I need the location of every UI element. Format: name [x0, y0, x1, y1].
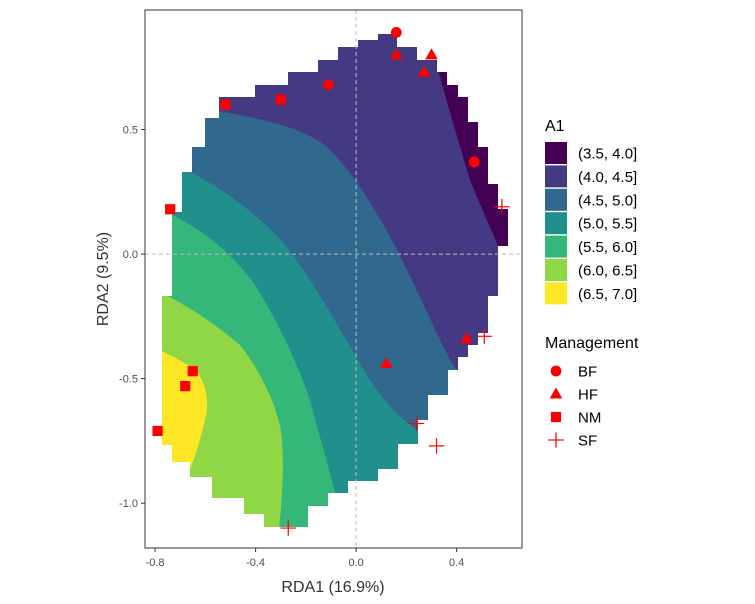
- point-sf-17: [428, 438, 445, 454]
- fill-legend-title: A1: [545, 118, 565, 135]
- panel-border: [144, 9, 523, 549]
- point-bf-0: [390, 27, 402, 38]
- point-sf-18: [280, 520, 297, 536]
- fill-legend-swatch: [545, 142, 567, 164]
- point-nm-13: [152, 425, 163, 437]
- point-nm-9: [275, 94, 286, 105]
- y-tick-label: -1.0: [119, 498, 138, 510]
- point-nm-12: [180, 381, 191, 392]
- shape-legend-label: NM: [578, 410, 601, 427]
- point-sf-14: [494, 198, 510, 215]
- x-tick-label: 0.4: [449, 557, 464, 569]
- y-tick-label: 0.0: [123, 249, 138, 261]
- fill-legend-label: (6.5, 7.0]: [578, 286, 637, 303]
- shape-legend-items: BF HF NM SF: [548, 364, 601, 450]
- x-tick-label: 0.0: [348, 557, 363, 569]
- point-hf-4: [425, 48, 438, 60]
- fill-legend-swatch: [545, 235, 567, 258]
- point-sf-15: [476, 328, 493, 345]
- fill-legend-items: (3.5, 4.0] (4.0, 4.5] (4.5, 5.0] (5.0, 5.5]…: [545, 142, 637, 305]
- fill-legend-label: (4.5, 5.0]: [578, 192, 637, 209]
- fill-legend-swatch: [545, 282, 567, 305]
- fill-legend-swatch: [545, 188, 567, 211]
- fill-legend-label: (5.0, 5.5]: [578, 216, 637, 233]
- shape-legend-label: SF: [578, 433, 597, 450]
- point-hf-5: [417, 65, 431, 77]
- x-axis: -0.8 -0.4 0.0 0.4: [146, 548, 464, 569]
- point-hf-6: [460, 332, 474, 344]
- fill-legend-swatch: [545, 212, 567, 235]
- shape-legend: Management BF HF NM SF: [545, 335, 639, 450]
- shape-legend-key-bf: [550, 365, 562, 377]
- y-axis: -1.0 -0.5 0.0 0.5: [119, 125, 145, 510]
- fill-legend-label: (6.0, 6.5]: [578, 263, 637, 280]
- shape-legend-title: Management: [545, 335, 639, 352]
- fill-legend-label: (4.0, 4.5]: [578, 169, 637, 186]
- x-tick-label: -0.4: [246, 557, 265, 569]
- shape-legend-key-nm: [550, 411, 562, 423]
- fill-legend: A1 (3.5, 4.0] (4.0, 4.5] (4.5, 5.0] (5.0, 5…: [545, 118, 637, 305]
- point-nm-10: [165, 204, 176, 215]
- shape-legend-label: HF: [578, 387, 598, 404]
- fill-legend-swatch: [545, 259, 567, 281]
- point-bf-2: [468, 156, 480, 168]
- x-axis-title: RDA1 (16.9%): [281, 579, 384, 596]
- fill-legend-swatch: [545, 165, 567, 188]
- point-nm-11: [187, 366, 198, 377]
- y-tick-label: 0.5: [123, 125, 138, 137]
- point-sf-16: [408, 415, 425, 432]
- shape-legend-label: BF: [578, 364, 597, 381]
- fill-legend-label: (3.5, 4.0]: [578, 146, 637, 163]
- shape-legend-key-hf: [549, 387, 563, 399]
- y-tick-label: -0.5: [119, 374, 138, 386]
- y-axis-title: RDA2 (9.5%): [95, 232, 112, 326]
- reference-lines: [145, 10, 522, 548]
- point-bf-1: [323, 79, 334, 91]
- point-hf-7: [379, 357, 393, 369]
- shape-legend-key-sf: [548, 432, 564, 448]
- point-hf-3: [390, 48, 403, 60]
- plot-panel: [144, 9, 523, 549]
- x-tick-label: -0.8: [146, 557, 165, 569]
- point-nm-8: [220, 99, 231, 110]
- contour-band-6-5-to-7-0: [162, 330, 207, 480]
- sample-points: [152, 27, 510, 536]
- fill-legend-label: (5.5, 6.0]: [578, 239, 637, 256]
